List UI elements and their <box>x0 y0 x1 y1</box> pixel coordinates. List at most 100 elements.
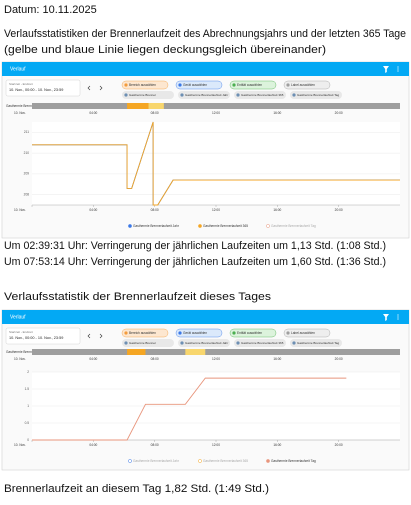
chip-icon <box>124 93 128 97</box>
y-tick-label: 0 <box>27 438 29 442</box>
chip-icon <box>286 83 290 87</box>
range-label: Startzeit - Endzeit <box>9 82 33 86</box>
heading: Verlaufsstatistik der Brennerlaufzeit di… <box>4 291 272 303</box>
timeline-tick-label: 20:00 <box>335 111 343 115</box>
legend-swatch <box>198 224 202 228</box>
filter-chip <box>283 80 331 90</box>
entity-chip <box>178 91 230 99</box>
chip-icon <box>236 93 240 97</box>
entity-chip <box>290 339 342 347</box>
y-tick-label: 210 <box>24 151 30 155</box>
legend-label: Gasthermie Brennerlaufzeit 365 <box>203 224 248 228</box>
filter-icon <box>383 66 389 73</box>
x-tick-label: 04:00 <box>89 208 97 212</box>
timeline-tick-label: 12:00 <box>212 357 220 361</box>
timeline-segment <box>127 349 146 355</box>
x-tick-label: 20:00 <box>335 443 343 447</box>
entity-chip <box>122 339 174 347</box>
range: 10. Nov., 00:00 - 10. Nov., 23:59 <box>9 336 63 340</box>
filter-chip <box>175 328 223 338</box>
app-header <box>2 62 409 76</box>
y-tick-label: 2 <box>27 370 29 374</box>
x-tick-label: 08:00 <box>151 443 159 447</box>
x-tick-label: 04:00 <box>89 443 97 447</box>
y-tick-label: 208 <box>24 192 30 196</box>
summary: Brennerlaufzeit an diesem Tag 1,82 Std. … <box>4 483 269 495</box>
timeline-bar <box>32 349 400 355</box>
y-tick-label: 1.5 <box>25 387 30 391</box>
timeline-segment <box>127 103 149 109</box>
x-tick-label: 10. Nov. <box>14 208 26 212</box>
timeline-tick-label: 04:00 <box>89 111 97 115</box>
chip-icon <box>286 331 290 335</box>
chip-icon <box>124 83 128 87</box>
legend-swatch <box>266 224 270 228</box>
chip-icon <box>232 83 236 87</box>
note: (gelbe und blaue Linie liegen deckungsgl… <box>4 44 326 56</box>
chip-icon <box>178 331 182 335</box>
timeline-segment <box>185 349 206 355</box>
chip-icon <box>180 93 184 97</box>
timeline-bar <box>32 103 400 109</box>
next-button <box>99 85 103 91</box>
x-tick-label: 10. Nov. <box>14 443 26 447</box>
chip-icon <box>124 341 128 345</box>
menu-icon <box>397 318 399 320</box>
x-tick-label: 08:00 <box>151 208 159 212</box>
entity-label: Gasthermie Brennerlaufzeit Jahr <box>185 93 228 97</box>
app-title: Verlauf <box>10 314 26 320</box>
entity-chip <box>234 339 286 347</box>
x-tick-label: 12:00 <box>212 208 220 212</box>
legend-label: Gasthermie Brennerlaufzeit Tag <box>271 224 316 228</box>
filter-chip <box>229 80 277 90</box>
x-tick-label: 12:00 <box>212 443 220 447</box>
chip-icon <box>292 93 296 97</box>
timeline-tick-label: 08:00 <box>151 357 159 361</box>
legend-swatch <box>266 459 270 463</box>
prev-button <box>87 333 91 339</box>
finding: Um 02:39:31 Uhr: Verringerung der jährli… <box>4 240 386 252</box>
y-tick-label: 1 <box>27 404 29 408</box>
menu-icon <box>397 316 399 318</box>
timeline-segment <box>148 103 164 109</box>
menu-icon <box>397 314 399 316</box>
timeline-tick-label: 20:00 <box>335 357 343 361</box>
menu-icon <box>397 66 399 68</box>
y-tick-label: 211 <box>24 130 29 134</box>
filter-chip <box>283 328 331 338</box>
filter-chip <box>175 80 223 90</box>
chip-icon <box>180 341 184 345</box>
chip-icon <box>232 331 236 335</box>
entity-label: Gasthermie Brennerlaufzeit 365 <box>241 93 284 97</box>
filter-label: Label auswählen <box>291 83 315 87</box>
legend-label: Gasthermie Brennerlaufzeit Jahr <box>133 224 180 228</box>
filter-label: Bereich auswählen <box>129 331 156 335</box>
timeline-tick-label: 08:00 <box>151 111 159 115</box>
filter-chip <box>121 328 169 338</box>
y-tick-label: 0.5 <box>25 421 30 425</box>
filter-icon <box>383 314 389 321</box>
filter-label: Gerät auswählen <box>183 83 207 87</box>
legend-label: Gasthermie Brennerlaufzeit Tag <box>271 459 316 463</box>
legend-swatch <box>198 459 202 463</box>
chip-icon <box>292 341 296 345</box>
timeline-tick-label: 16:00 <box>273 357 281 361</box>
next-button <box>99 333 103 339</box>
date: Datum: 10.11.2025 <box>4 4 97 16</box>
legend-swatch <box>128 459 132 463</box>
filter-chip <box>229 328 277 338</box>
timeline-label: Gasthermie Brenner <box>6 350 36 354</box>
legend-label: Gasthermie Brennerlaufzeit Jahr <box>133 459 180 463</box>
x-tick-label: 16:00 <box>273 208 281 212</box>
screenshot: Verlauf Startzeit - Endzeit 10. Nov., 00:0… <box>1 309 410 471</box>
plot-area <box>32 122 400 205</box>
entity-chip <box>122 91 174 99</box>
date-range <box>5 327 81 345</box>
y-tick-label: 209 <box>24 172 30 176</box>
filter-label: Entität auswählen <box>237 331 262 335</box>
chip-icon <box>236 341 240 345</box>
filter-chip <box>121 80 169 90</box>
filter-label: Label auswählen <box>291 331 315 335</box>
